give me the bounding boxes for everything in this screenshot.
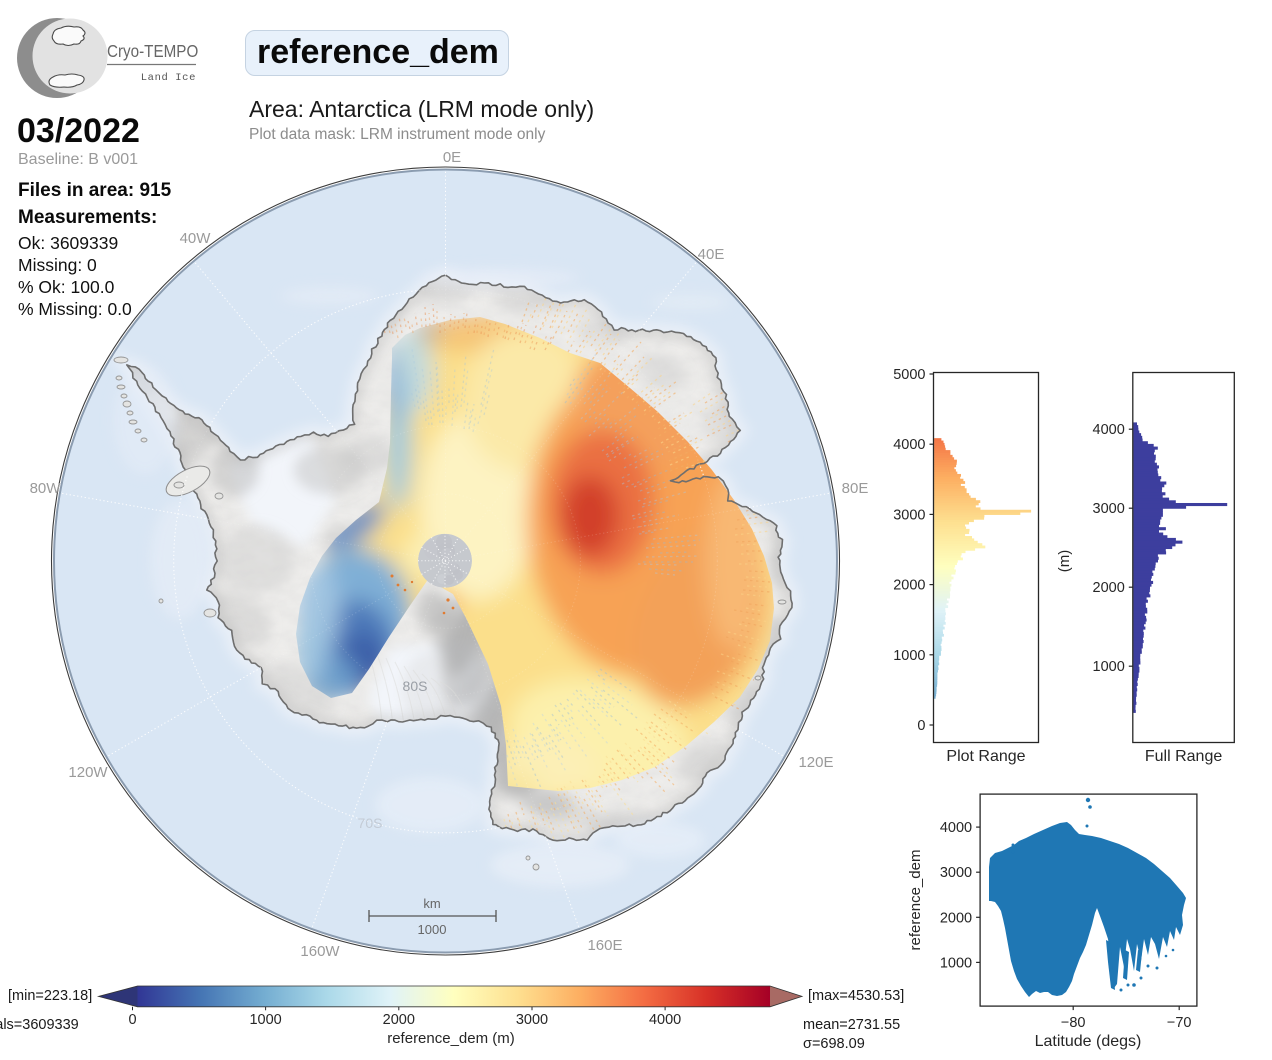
- svg-text:80S: 80S: [403, 678, 428, 694]
- svg-text:40W: 40W: [180, 230, 212, 247]
- svg-text:160E: 160E: [587, 937, 622, 954]
- svg-text:[max=4530.53]: [max=4530.53]: [808, 988, 904, 1004]
- svg-text:reference_dem: reference_dem: [907, 850, 924, 951]
- svg-text:0: 0: [128, 1012, 136, 1028]
- svg-text:80E: 80E: [842, 480, 869, 497]
- svg-text:[min=223.18]: [min=223.18]: [8, 988, 92, 1004]
- svg-text:3000: 3000: [940, 865, 972, 881]
- svg-text:mean=2731.55: mean=2731.55: [803, 1017, 900, 1033]
- svg-text:0E: 0E: [443, 149, 461, 166]
- svg-text:σ=698.09: σ=698.09: [803, 1036, 865, 1052]
- svg-text:40E: 40E: [698, 246, 725, 263]
- svg-text:0: 0: [917, 718, 925, 734]
- svg-text:1000: 1000: [940, 955, 972, 971]
- svg-text:4000: 4000: [893, 437, 925, 453]
- svg-text:Land Ice: Land Ice: [141, 72, 196, 84]
- svg-text:1000: 1000: [249, 1012, 281, 1028]
- svg-text:80W: 80W: [30, 480, 62, 497]
- svg-text:vals=3609339: vals=3609339: [0, 1017, 79, 1033]
- svg-text:120E: 120E: [798, 754, 833, 771]
- svg-text:2000: 2000: [383, 1012, 415, 1028]
- svg-text:2000: 2000: [1093, 580, 1125, 596]
- svg-text:160W: 160W: [300, 943, 340, 960]
- svg-text:−70: −70: [1167, 1015, 1192, 1031]
- svg-text:3000: 3000: [516, 1012, 548, 1028]
- svg-text:Full Range: Full Range: [1145, 748, 1222, 765]
- svg-text:1000: 1000: [1093, 659, 1125, 675]
- svg-text:1000: 1000: [418, 922, 447, 937]
- svg-text:2000: 2000: [940, 910, 972, 926]
- svg-text:Cryo-TEMPO: Cryo-TEMPO: [107, 42, 198, 61]
- svg-text:reference_dem (m): reference_dem (m): [387, 1030, 515, 1047]
- svg-text:1000: 1000: [893, 648, 925, 664]
- svg-text:km: km: [423, 896, 440, 911]
- svg-text:120W: 120W: [68, 764, 108, 781]
- svg-text:5000: 5000: [893, 367, 925, 383]
- svg-text:3000: 3000: [893, 507, 925, 523]
- svg-text:(m): (m): [1056, 550, 1073, 573]
- svg-text:4000: 4000: [1093, 422, 1125, 438]
- svg-text:4000: 4000: [649, 1012, 681, 1028]
- svg-text:Plot Range: Plot Range: [946, 748, 1025, 765]
- svg-text:4000: 4000: [940, 820, 972, 836]
- svg-text:−80: −80: [1061, 1015, 1086, 1031]
- svg-text:3000: 3000: [1093, 501, 1125, 517]
- svg-text:Latitude (degs): Latitude (degs): [1035, 1033, 1142, 1050]
- svg-text:70S: 70S: [358, 815, 383, 831]
- svg-text:2000: 2000: [893, 578, 925, 594]
